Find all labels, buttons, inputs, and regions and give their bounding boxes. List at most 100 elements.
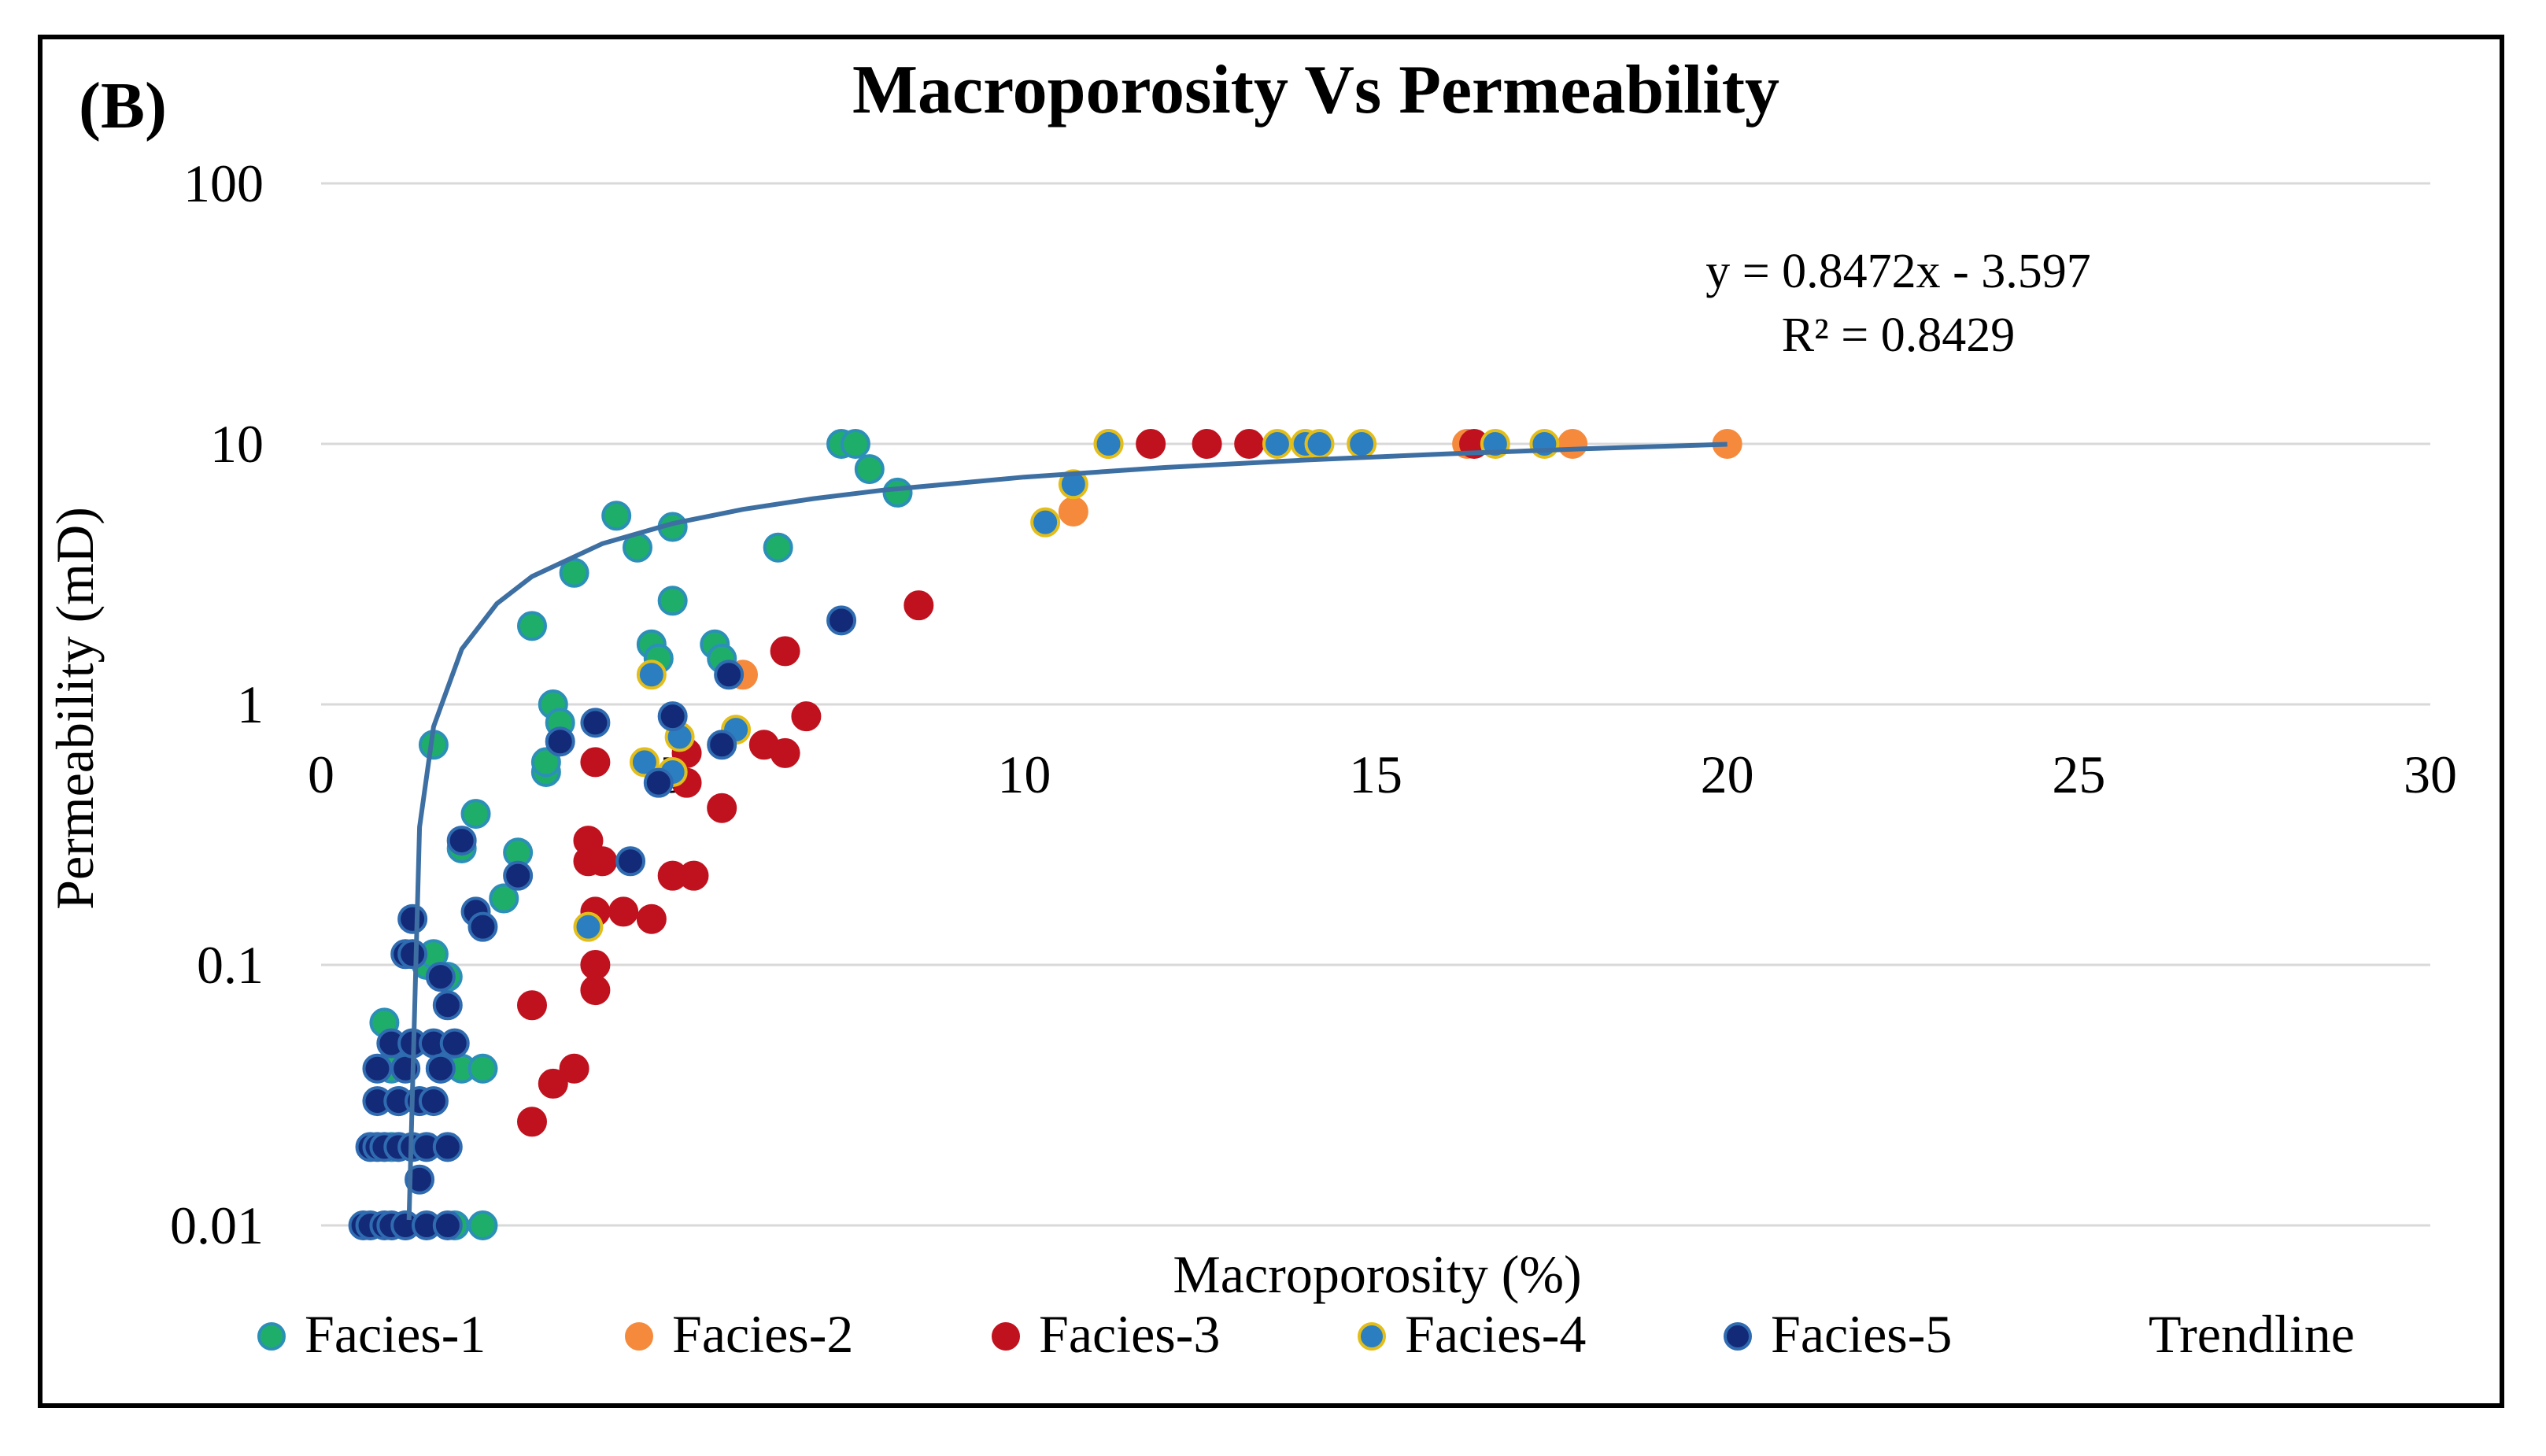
y-axis-ticks: 0.01 0.1 1 10 100 [170, 153, 264, 1255]
data-point-facies-3 [580, 950, 611, 980]
data-point-facies-5 [446, 826, 477, 856]
data-point-facies-3 [770, 636, 800, 667]
data-point-facies-3 [580, 975, 611, 1006]
data-point-facies-4 [573, 911, 604, 942]
data-point-facies-5 [439, 1028, 470, 1059]
data-point-facies-1 [467, 1210, 498, 1240]
trendline [406, 442, 1728, 1221]
data-point-facies-2 [1058, 496, 1088, 527]
gridlines [321, 182, 2430, 1227]
data-point-facies-4 [1093, 429, 1124, 459]
data-point-facies-3 [1136, 429, 1166, 459]
data-point-facies-1 [882, 477, 913, 508]
data-point-facies-5 [425, 1053, 456, 1084]
data-point-facies-1 [467, 1053, 498, 1084]
data-point-facies-1 [517, 611, 547, 641]
data-point-facies-5 [545, 726, 575, 757]
data-point-facies-3 [538, 1068, 568, 1099]
x-tick-label: 25 [2052, 745, 2105, 804]
data-point-facies-1 [489, 883, 519, 914]
data-point-facies-5 [467, 911, 498, 942]
data-point-facies-4 [1304, 429, 1335, 459]
legend-marker-facies-3 [992, 1322, 1020, 1351]
y-axis-label: Permeability (mD) [45, 507, 105, 910]
x-tick-label: 0 [308, 745, 334, 804]
data-point-facies-5 [657, 701, 688, 732]
y-tick-label: 0.1 [197, 935, 264, 995]
x-tick-label: 30 [2404, 745, 2457, 804]
data-point-facies-4 [1529, 429, 1560, 459]
data-point-facies-5 [362, 1053, 393, 1084]
data-point-facies-5 [418, 1086, 449, 1117]
data-point-facies-5 [615, 846, 646, 877]
data-point-facies-3 [770, 737, 800, 768]
y-tick-label: 100 [183, 153, 264, 213]
data-point-facies-4 [629, 747, 660, 778]
data-point-facies-3 [791, 701, 822, 732]
trendline-r-squared: R² = 0.8429 [1782, 309, 2015, 362]
x-axis-label: Macroporosity (%) [1173, 1244, 1581, 1304]
x-axis-ticks: 051015202530 [308, 745, 2457, 804]
y-tick-label: 0.01 [170, 1195, 264, 1255]
data-point-facies-3 [678, 860, 709, 891]
legend-label: Facies-3 [1039, 1304, 1220, 1364]
data-point-facies-3 [1192, 429, 1222, 459]
legend-label: Facies-2 [672, 1304, 853, 1364]
legend-label: Facies-5 [1771, 1304, 1952, 1364]
data-point-facies-3 [707, 793, 737, 823]
data-point-facies-5 [397, 939, 428, 970]
legend-label: Facies-4 [1405, 1304, 1586, 1364]
data-point-facies-1 [854, 454, 885, 485]
data-point-facies-3 [517, 990, 547, 1021]
y-tick-label: 1 [237, 674, 264, 734]
data-point-facies-5 [503, 860, 534, 891]
data-point-facies-3 [903, 590, 934, 621]
legend: Facies-1 Facies-2 Facies-3 Facies-4 Facies-5… [257, 1304, 2355, 1364]
data-point-facies-4 [1030, 507, 1061, 538]
data-point-facies-5 [643, 767, 674, 798]
legend-marker-facies-2 [625, 1322, 653, 1351]
figure-frame [38, 35, 2504, 1408]
x-tick-label: 10 [997, 745, 1051, 804]
data-point-facies-1 [601, 501, 632, 531]
data-point-facies-2 [1558, 429, 1588, 459]
data-point-facies-4 [1058, 469, 1088, 500]
x-tick-label: 20 [1701, 745, 1754, 804]
legend-marker-facies-5 [1724, 1322, 1752, 1351]
data-point-facies-5 [405, 1164, 435, 1195]
data-point-facies-3 [559, 1053, 589, 1084]
trendline-layer [406, 442, 1728, 1221]
x-tick-label: 15 [1349, 745, 1402, 804]
data-point-facies-4 [1347, 429, 1377, 459]
legend-label-trendline: Trendline [2149, 1304, 2355, 1364]
data-point-facies-1 [530, 747, 561, 778]
legend-label: Facies-1 [305, 1304, 486, 1364]
data-point-facies-4 [636, 660, 667, 690]
data-point-facies-3 [517, 1107, 547, 1137]
data-point-facies-3 [608, 896, 639, 927]
data-point-facies-5 [714, 660, 745, 690]
data-point-facies-5 [432, 1132, 463, 1162]
data-point-facies-1 [840, 429, 870, 459]
data-point-facies-1 [763, 532, 793, 563]
data-point-facies-1 [460, 799, 491, 830]
data-point-facies-3 [580, 747, 611, 778]
data-point-facies-5 [397, 904, 428, 934]
data-point-facies-4 [1262, 429, 1292, 459]
data-point-facies-5 [425, 962, 456, 992]
chart-title: Macroporosity Vs Permeability [852, 52, 1779, 128]
data-point-facies-5 [826, 605, 857, 636]
legend-marker-facies-4 [1358, 1322, 1386, 1351]
data-point-facies-1 [657, 586, 688, 616]
data-point-facies-5 [432, 1210, 463, 1240]
panel-label: (B) [79, 69, 167, 142]
y-tick-label: 10 [210, 414, 264, 474]
data-point-facies-3 [1234, 429, 1265, 459]
trendline-equation: y = 0.8472x - 3.597 [1705, 245, 2091, 298]
data-point-facies-3 [587, 846, 618, 877]
data-points [348, 429, 1742, 1240]
data-point-facies-1 [559, 557, 589, 588]
data-point-facies-5 [707, 730, 737, 760]
data-point-facies-5 [580, 708, 611, 738]
